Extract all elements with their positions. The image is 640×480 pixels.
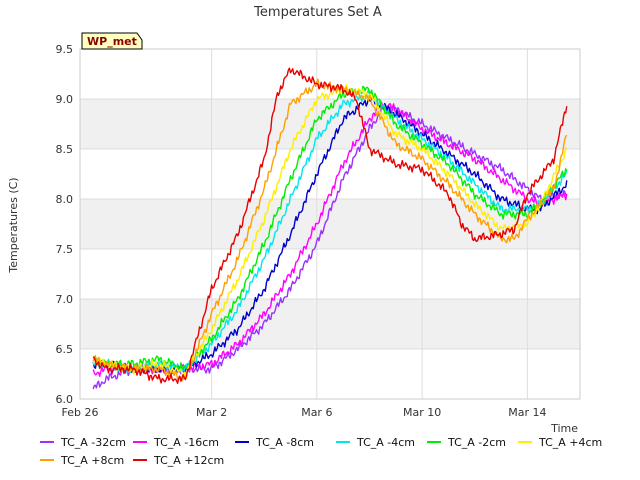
series-line — [92, 83, 568, 378]
x-axis-ticks: Feb 26 Mar 2 Mar 6 Mar 10 Mar 14 — [62, 406, 547, 419]
y-tick-label: 8.0 — [56, 193, 74, 206]
series-line — [92, 96, 568, 375]
plot-band — [80, 249, 580, 299]
series-layer — [92, 67, 568, 390]
plot-band — [80, 299, 580, 349]
y-tick-label: 9.0 — [56, 93, 74, 106]
x-tick-label: Mar 6 — [301, 406, 332, 419]
legend-label: TC_A -4cm — [356, 436, 415, 449]
series-line — [92, 88, 568, 374]
y-tick-label: 7.5 — [56, 243, 74, 256]
station-badge-label: WP_met — [87, 35, 137, 48]
legend-label: TC_A +4cm — [538, 436, 602, 449]
series-line — [93, 85, 568, 371]
y-tick-label: 7.0 — [56, 293, 74, 306]
plot-band — [80, 49, 580, 99]
x-axis-title: Time — [550, 422, 578, 435]
legend-label: TC_A -8cm — [255, 436, 314, 449]
legend-label: TC_A -2cm — [447, 436, 506, 449]
y-axis-title: Temperatures (C) — [7, 177, 20, 273]
y-tick-label: 9.5 — [56, 43, 74, 56]
station-badge-shape — [81, 32, 143, 50]
y-tick-label: 6.5 — [56, 343, 74, 356]
y-axis-ticks: 6.0 6.5 7.0 7.5 8.0 8.5 9.0 9.5 — [56, 43, 74, 406]
legend-label: TC_A -32cm — [60, 436, 126, 449]
station-badge: WP_met — [81, 32, 143, 50]
y-tick-label: 6.0 — [56, 393, 74, 406]
legend-label: TC_A +8cm — [60, 454, 124, 467]
y-tick-label: 8.5 — [56, 143, 74, 156]
plot-frame — [79, 48, 581, 400]
plot-band — [80, 149, 580, 199]
series-line — [92, 67, 568, 384]
x-tick-label: Mar 2 — [196, 406, 227, 419]
chart-title: Temperatures Set A — [253, 5, 382, 20]
legend: TC_A -32cm TC_A -16cm TC_A -8cm TC_A -4cm TC… — [40, 436, 602, 467]
legend-label: TC_A -16cm — [153, 436, 219, 449]
x-tick-label: Mar 10 — [403, 406, 441, 419]
plot-bands — [80, 49, 580, 399]
series-line — [92, 78, 568, 382]
x-tick-label: Feb 26 — [62, 406, 99, 419]
legend-label: TC_A +12cm — [153, 454, 224, 467]
plot-band — [80, 349, 580, 399]
x-tick-label: Mar 14 — [508, 406, 546, 419]
